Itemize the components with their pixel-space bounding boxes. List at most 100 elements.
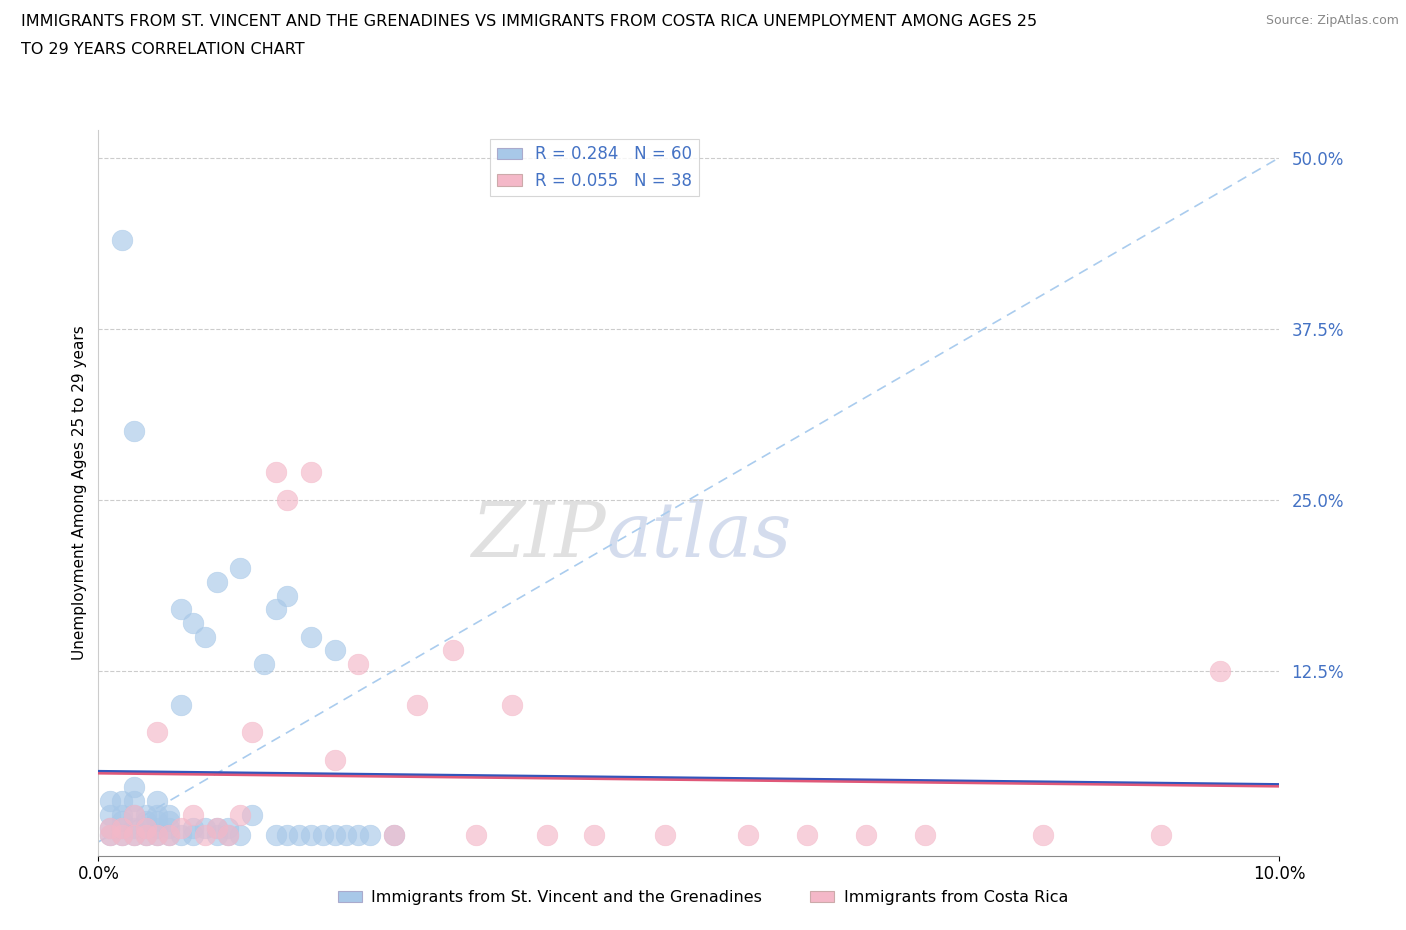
Point: [359, 828, 381, 843]
Point: [111, 828, 134, 843]
Point: [111, 828, 134, 843]
Point: [323, 643, 346, 658]
Point: [299, 828, 322, 843]
Point: [205, 828, 228, 843]
Point: [406, 698, 429, 712]
Point: [122, 828, 145, 843]
Point: [111, 232, 134, 247]
Point: [583, 828, 606, 843]
Point: [146, 807, 169, 822]
Point: [146, 821, 169, 836]
Point: [217, 821, 239, 836]
Point: [264, 465, 287, 480]
Point: [122, 828, 145, 843]
Point: [98, 793, 121, 808]
Point: [122, 779, 145, 794]
Point: [98, 828, 121, 843]
Point: [111, 821, 134, 836]
Point: [122, 424, 145, 439]
Legend: Immigrants from St. Vincent and the Grenadines, Immigrants from Costa Rica: Immigrants from St. Vincent and the Gren…: [332, 884, 1074, 911]
Point: [181, 616, 204, 631]
Point: [146, 828, 169, 843]
Point: [276, 588, 298, 603]
Point: [122, 821, 145, 836]
Point: [98, 821, 121, 836]
Legend: R = 0.284   N = 60, R = 0.055   N = 38: R = 0.284 N = 60, R = 0.055 N = 38: [491, 139, 699, 196]
Text: atlas: atlas: [606, 499, 792, 574]
Point: [288, 828, 311, 843]
Point: [501, 698, 523, 712]
Point: [111, 814, 134, 829]
Point: [170, 828, 193, 843]
Point: [194, 821, 217, 836]
Point: [98, 821, 121, 836]
Text: Source: ZipAtlas.com: Source: ZipAtlas.com: [1265, 14, 1399, 27]
Point: [229, 807, 252, 822]
Point: [146, 828, 169, 843]
Point: [122, 807, 145, 822]
Point: [205, 821, 228, 836]
Point: [335, 828, 357, 843]
Point: [181, 807, 204, 822]
Point: [240, 725, 263, 740]
Point: [205, 575, 228, 590]
Point: [122, 793, 145, 808]
Point: [323, 828, 346, 843]
Point: [796, 828, 818, 843]
Point: [264, 602, 287, 617]
Point: [1209, 663, 1232, 678]
Point: [382, 828, 405, 843]
Point: [253, 657, 276, 671]
Point: [111, 793, 134, 808]
Point: [276, 492, 298, 507]
Point: [1150, 828, 1173, 843]
Point: [441, 643, 464, 658]
Text: ZIP: ZIP: [471, 499, 606, 574]
Point: [157, 807, 180, 822]
Point: [170, 602, 193, 617]
Point: [240, 807, 263, 822]
Point: [135, 814, 157, 829]
Point: [323, 752, 346, 767]
Point: [194, 630, 217, 644]
Point: [181, 821, 204, 836]
Point: [111, 821, 134, 836]
Point: [135, 828, 157, 843]
Point: [157, 828, 180, 843]
Point: [299, 465, 322, 480]
Y-axis label: Unemployment Among Ages 25 to 29 years: Unemployment Among Ages 25 to 29 years: [72, 326, 87, 660]
Point: [146, 725, 169, 740]
Point: [122, 807, 145, 822]
Point: [170, 698, 193, 712]
Point: [229, 561, 252, 576]
Point: [146, 793, 169, 808]
Point: [170, 821, 193, 836]
Point: [98, 807, 121, 822]
Text: IMMIGRANTS FROM ST. VINCENT AND THE GRENADINES VS IMMIGRANTS FROM COSTA RICA UNE: IMMIGRANTS FROM ST. VINCENT AND THE GREN…: [21, 14, 1038, 29]
Point: [299, 630, 322, 644]
Point: [914, 828, 936, 843]
Point: [229, 828, 252, 843]
Point: [194, 828, 217, 843]
Point: [654, 828, 676, 843]
Point: [347, 828, 370, 843]
Point: [312, 828, 335, 843]
Point: [157, 828, 180, 843]
Point: [465, 828, 488, 843]
Point: [347, 657, 370, 671]
Point: [111, 807, 134, 822]
Point: [98, 828, 121, 843]
Point: [536, 828, 558, 843]
Text: TO 29 YEARS CORRELATION CHART: TO 29 YEARS CORRELATION CHART: [21, 42, 305, 57]
Point: [135, 821, 157, 836]
Point: [135, 807, 157, 822]
Point: [276, 828, 298, 843]
Point: [855, 828, 877, 843]
Point: [382, 828, 405, 843]
Point: [135, 828, 157, 843]
Point: [181, 828, 204, 843]
Point: [205, 821, 228, 836]
Point: [737, 828, 759, 843]
Point: [1032, 828, 1054, 843]
Point: [157, 814, 180, 829]
